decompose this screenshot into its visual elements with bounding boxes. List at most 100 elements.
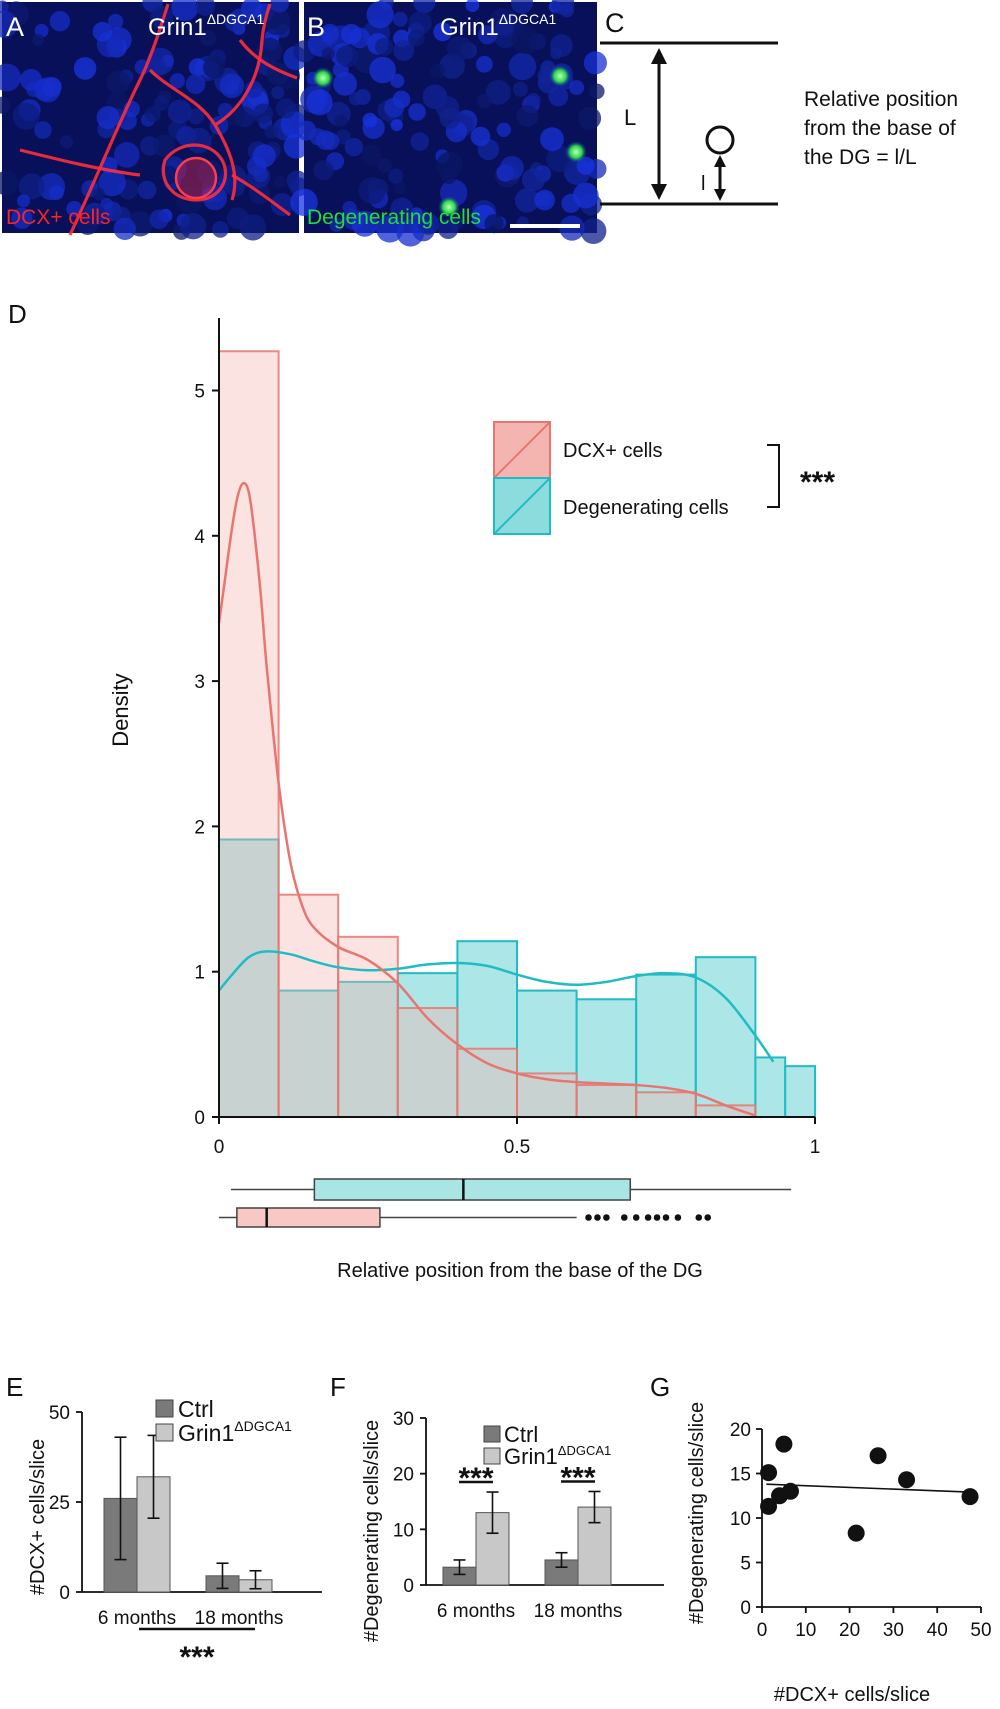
nucleus — [511, 0, 533, 14]
nucleus — [144, 106, 161, 123]
panel-f-letter: F — [330, 1372, 346, 1402]
box-outlier — [695, 1214, 703, 1221]
f-significance: *** — [458, 1462, 493, 1495]
panel-b-letter: B — [307, 12, 325, 42]
d-x-axis-label: Relative position from the base of the D… — [337, 1260, 703, 1282]
box-iqr — [313, 1178, 631, 1201]
nucleus — [31, 33, 45, 47]
degenerating-cell — [438, 196, 460, 218]
g-y-tick-label: 0 — [740, 1598, 751, 1619]
kde-curves — [217, 481, 775, 1117]
nucleus — [390, 119, 403, 132]
dcx-hist-bar — [396, 1007, 459, 1119]
f-legend-grin-swatch — [483, 1447, 501, 1465]
g-point — [869, 1447, 887, 1465]
nucleus — [290, 188, 318, 216]
nucleus — [270, 0, 289, 13]
nucleus — [526, 93, 541, 108]
g-x-tick-label: 50 — [970, 1620, 991, 1641]
nucleus — [179, 213, 207, 240]
panel-e-letter: E — [6, 1372, 23, 1402]
nucleus — [496, 122, 511, 137]
nucleus — [583, 51, 608, 75]
nucleus — [413, 0, 436, 14]
g-y-tick-label: 15 — [730, 1465, 751, 1486]
d-x-tick-label: 0 — [214, 1137, 225, 1158]
nucleus — [252, 144, 276, 168]
g-x-tick-label: 10 — [795, 1620, 816, 1641]
g-y-axis-label: #Degenerating cells/slice — [686, 1402, 708, 1624]
f-chart: 0 10 20 30 6 months 18 months *** *** — [393, 1409, 664, 1622]
nucleus — [149, 209, 169, 229]
nucleus — [114, 142, 140, 168]
nucleus — [253, 167, 268, 183]
deg-hist-bar — [516, 989, 578, 1118]
dcx-hist-bar — [277, 893, 340, 1118]
nucleus — [351, 210, 378, 237]
nucleus — [477, 93, 492, 109]
nucleus — [0, 96, 11, 114]
c-text-line-3: the DG = l/L — [804, 146, 917, 169]
d-y-tick-label: 2 — [194, 817, 205, 838]
degenerating-cell — [549, 65, 571, 87]
legend-bracket — [767, 444, 780, 508]
panel-f: F #Degenerating cells/slice 0 10 20 30 6 mon… — [330, 1372, 664, 1642]
dcx-neurite — [231, 173, 291, 217]
g-point — [961, 1488, 979, 1506]
nucleus — [0, 0, 9, 13]
nucleus — [495, 17, 514, 36]
nucleus — [224, 12, 245, 32]
g-y-tick-label: 20 — [730, 1420, 751, 1441]
d-significance: *** — [800, 466, 835, 499]
degenerating-cell — [565, 141, 587, 163]
nucleus — [200, 30, 217, 47]
nucleus — [551, 0, 575, 15]
nucleus — [369, 56, 396, 84]
panel-c-letter: C — [605, 8, 625, 38]
nucleus — [169, 73, 185, 89]
nuclei-layer — [0, 0, 309, 241]
panel-a-letter: A — [6, 12, 24, 42]
deg-hist-bar — [277, 989, 340, 1118]
nucleus — [66, 200, 83, 217]
box-outlier — [662, 1214, 670, 1221]
eChart-y-tick-label: 25 — [49, 1493, 70, 1514]
nucleus — [90, 205, 106, 222]
nucleus — [107, 13, 124, 30]
e-y-axis-label: #DCX+ cells/slice — [27, 1439, 49, 1595]
nucleus — [447, 36, 473, 62]
big-arrow-head-down — [651, 184, 667, 200]
nucleus — [580, 218, 607, 244]
nucleus — [17, 194, 30, 208]
d-y-axis-label: Density — [108, 673, 133, 746]
box-outlier — [674, 1214, 682, 1221]
e-legend-grin-swatch — [155, 1423, 174, 1442]
panel-c: C L l Relative position from the base of… — [600, 8, 958, 206]
nucleus — [572, 182, 599, 209]
nucleus — [376, 215, 404, 243]
nucleus — [470, 126, 491, 147]
small-arrow-head-down — [714, 189, 726, 201]
nucleus — [49, 11, 71, 32]
nucleus — [96, 106, 120, 129]
nucleus — [270, 193, 294, 217]
eChart-y-tick-label: 50 — [49, 1403, 70, 1424]
nucleus — [521, 168, 546, 192]
nucleus — [342, 200, 357, 216]
panel-a-micrograph — [0, 0, 309, 241]
nucleus — [410, 207, 423, 220]
g-y-tick-label: 10 — [730, 1509, 751, 1530]
nucleus — [550, 34, 573, 58]
cell-circle — [705, 125, 735, 155]
panel-a-caption: DCX+ cells — [6, 206, 110, 229]
d-legend: DCX+ cells Degenerating cells *** — [493, 421, 835, 535]
nucleus — [212, 221, 229, 238]
nucleus — [315, 130, 336, 150]
d-y-tick-label: 5 — [194, 382, 205, 403]
nucleus — [430, 63, 446, 79]
nucleus — [92, 21, 113, 42]
nucleus — [333, 72, 357, 96]
dcx-neurite — [161, 143, 228, 202]
nucleus — [152, 134, 176, 157]
nucleus — [48, 185, 64, 201]
